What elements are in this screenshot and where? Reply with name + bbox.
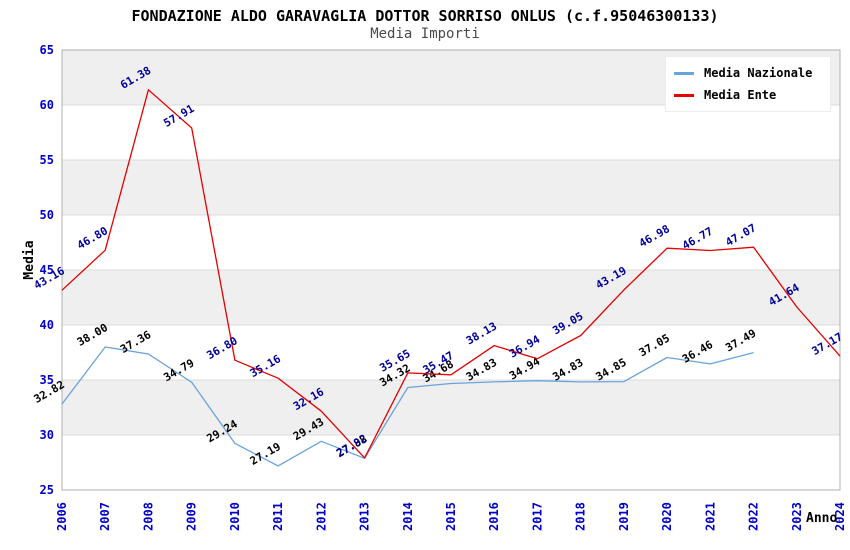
x-tick-label: 2016 bbox=[487, 502, 501, 531]
x-tick-label: 2014 bbox=[401, 502, 415, 531]
x-tick-label: 2012 bbox=[314, 502, 328, 531]
x-tick-label: 2008 bbox=[141, 502, 155, 531]
grid-band bbox=[62, 105, 840, 160]
x-tick-label: 2023 bbox=[790, 502, 804, 531]
x-axis-title: Anno bbox=[806, 511, 838, 526]
grid-band bbox=[62, 270, 840, 325]
x-tick-label: 2013 bbox=[358, 502, 372, 531]
y-tick-label: 40 bbox=[40, 318, 54, 332]
x-tick-label: 2017 bbox=[530, 502, 544, 531]
x-tick-label: 2018 bbox=[574, 502, 588, 531]
y-tick-label: 60 bbox=[40, 98, 54, 112]
media-nazionale-swatch-icon bbox=[674, 71, 694, 75]
chart-subtitle: Media Importi bbox=[370, 26, 480, 42]
y-tick-label: 30 bbox=[40, 428, 54, 442]
x-tick-label: 2010 bbox=[228, 502, 242, 531]
grid-band bbox=[62, 215, 840, 270]
grid-band bbox=[62, 435, 840, 490]
grid-band bbox=[62, 160, 840, 215]
chart-title: FONDAZIONE ALDO GARAVAGLIA DOTTOR SORRIS… bbox=[131, 7, 719, 25]
legend-label: Media Nazionale bbox=[704, 66, 813, 80]
series-line-media-ente bbox=[61, 89, 841, 459]
x-tick-label: 2022 bbox=[747, 502, 761, 531]
x-tick-label: 2020 bbox=[660, 502, 674, 531]
y-tick-label: 50 bbox=[40, 208, 54, 222]
legend-label: Media Ente bbox=[704, 88, 777, 102]
legend-item-media-ente: Media Ente bbox=[674, 84, 822, 106]
series-line-media-nazionale bbox=[61, 346, 754, 467]
y-tick-label: 65 bbox=[40, 43, 54, 57]
plot-border bbox=[61, 49, 841, 491]
x-tick-label: 2021 bbox=[703, 502, 717, 531]
x-tick-label: 2019 bbox=[617, 502, 631, 531]
media-ente-swatch-icon bbox=[674, 93, 694, 97]
y-tick-label: 25 bbox=[40, 483, 54, 497]
grid-band bbox=[62, 380, 840, 435]
x-tick-label: 2024 bbox=[833, 502, 847, 531]
x-tick-label: 2015 bbox=[444, 502, 458, 531]
x-tick-label: 2007 bbox=[98, 502, 112, 531]
x-tick-label: 2011 bbox=[271, 502, 285, 531]
legend-item-media-nazionale: Media Nazionale bbox=[674, 62, 822, 84]
legend: Media Nazionale Media Ente bbox=[666, 57, 830, 111]
x-tick-label: 2006 bbox=[55, 502, 69, 531]
y-axis-title: Media bbox=[22, 240, 37, 280]
x-tick-label: 2009 bbox=[185, 502, 199, 531]
y-tick-label: 35 bbox=[40, 373, 54, 387]
grid-band bbox=[62, 325, 840, 380]
y-tick-label: 45 bbox=[40, 263, 54, 277]
y-tick-label: 55 bbox=[40, 153, 54, 167]
